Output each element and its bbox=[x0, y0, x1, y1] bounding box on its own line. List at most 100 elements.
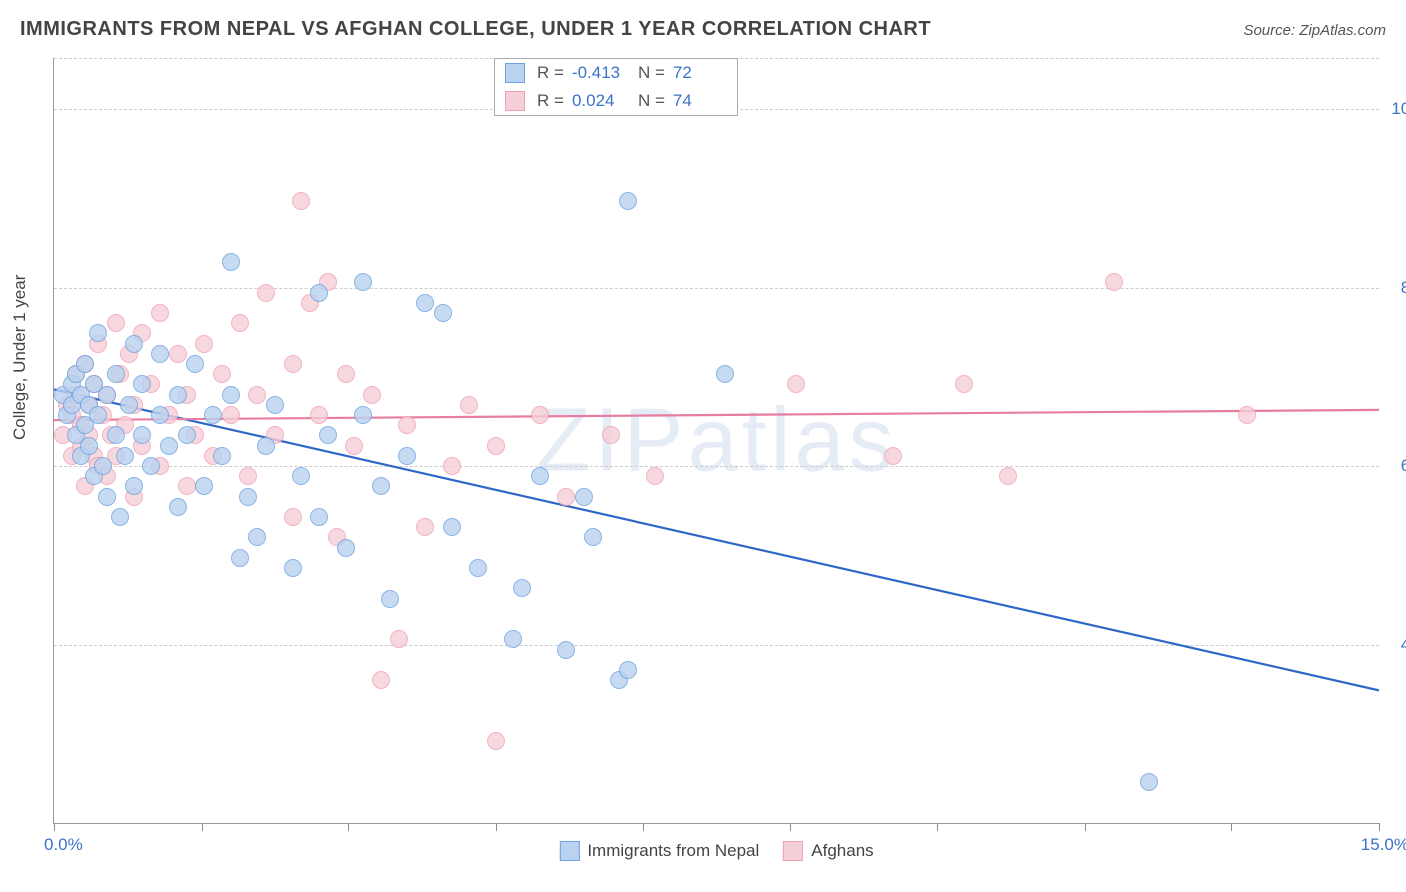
plot-area: ZIPatlas 47.5%65.0%82.5%100.0% 0.0% 15.0… bbox=[53, 58, 1379, 824]
data-point bbox=[619, 661, 637, 679]
data-point bbox=[1140, 773, 1158, 791]
y-tick-label: 82.5% bbox=[1389, 278, 1406, 298]
n-label: N = bbox=[638, 91, 665, 111]
n-value: 74 bbox=[673, 91, 727, 111]
data-point bbox=[151, 345, 169, 363]
data-point bbox=[76, 355, 94, 373]
data-point bbox=[125, 335, 143, 353]
data-point bbox=[354, 406, 372, 424]
trend-line bbox=[54, 410, 1379, 420]
data-point bbox=[107, 365, 125, 383]
data-point bbox=[337, 365, 355, 383]
data-point bbox=[416, 294, 434, 312]
data-point bbox=[310, 406, 328, 424]
legend-swatch bbox=[505, 63, 525, 83]
data-point bbox=[213, 447, 231, 465]
data-point bbox=[195, 335, 213, 353]
x-tick bbox=[790, 823, 791, 831]
data-point bbox=[151, 406, 169, 424]
data-point bbox=[292, 467, 310, 485]
data-point bbox=[504, 630, 522, 648]
data-point bbox=[292, 192, 310, 210]
data-point bbox=[133, 426, 151, 444]
data-point bbox=[266, 396, 284, 414]
data-point bbox=[204, 406, 222, 424]
data-point bbox=[231, 314, 249, 332]
chart-title: IMMIGRANTS FROM NEPAL VS AFGHAN COLLEGE,… bbox=[20, 18, 931, 41]
data-point bbox=[531, 406, 549, 424]
x-tick bbox=[643, 823, 644, 831]
data-point bbox=[133, 375, 151, 393]
data-point bbox=[142, 457, 160, 475]
data-point bbox=[257, 284, 275, 302]
data-point bbox=[1238, 406, 1256, 424]
data-point bbox=[89, 324, 107, 342]
data-point bbox=[557, 641, 575, 659]
x-tick bbox=[1231, 823, 1232, 831]
data-point bbox=[248, 528, 266, 546]
trend-lines bbox=[54, 58, 1379, 823]
data-point bbox=[646, 467, 664, 485]
data-point bbox=[319, 426, 337, 444]
data-point bbox=[284, 559, 302, 577]
data-point bbox=[257, 437, 275, 455]
data-point bbox=[575, 488, 593, 506]
legend-label: Immigrants from Nepal bbox=[587, 841, 759, 861]
data-point bbox=[222, 386, 240, 404]
data-point bbox=[239, 467, 257, 485]
data-point bbox=[487, 437, 505, 455]
x-tick bbox=[54, 823, 55, 831]
data-point bbox=[310, 284, 328, 302]
data-point bbox=[398, 447, 416, 465]
data-point bbox=[398, 416, 416, 434]
data-point bbox=[469, 559, 487, 577]
data-point bbox=[120, 396, 138, 414]
data-point bbox=[89, 406, 107, 424]
legend-row: R =-0.413N =72 bbox=[495, 59, 737, 87]
data-point bbox=[557, 488, 575, 506]
x-tick bbox=[348, 823, 349, 831]
data-point bbox=[434, 304, 452, 322]
data-point bbox=[416, 518, 434, 536]
data-point bbox=[513, 579, 531, 597]
r-value: 0.024 bbox=[572, 91, 626, 111]
data-point bbox=[460, 396, 478, 414]
x-tick bbox=[496, 823, 497, 831]
data-point bbox=[107, 426, 125, 444]
data-point bbox=[487, 732, 505, 750]
data-point bbox=[111, 508, 129, 526]
y-tick-label: 100.0% bbox=[1389, 99, 1406, 119]
series-legend: Immigrants from NepalAfghans bbox=[559, 841, 873, 861]
data-point bbox=[337, 539, 355, 557]
data-point bbox=[354, 273, 372, 291]
data-point bbox=[151, 304, 169, 322]
r-label: R = bbox=[537, 91, 564, 111]
data-point bbox=[98, 386, 116, 404]
data-point bbox=[372, 671, 390, 689]
x-tick bbox=[1379, 823, 1380, 831]
gridline bbox=[54, 466, 1379, 467]
data-point bbox=[999, 467, 1017, 485]
r-label: R = bbox=[537, 63, 564, 83]
legend-row: R = 0.024 N = 74 bbox=[495, 87, 737, 115]
data-point bbox=[178, 477, 196, 495]
data-point bbox=[248, 386, 266, 404]
y-tick-label: 47.5% bbox=[1389, 635, 1406, 655]
data-point bbox=[98, 488, 116, 506]
data-point bbox=[222, 253, 240, 271]
data-point bbox=[116, 447, 134, 465]
data-point bbox=[107, 314, 125, 332]
x-axis-start-label: 0.0% bbox=[44, 835, 83, 855]
data-point bbox=[884, 447, 902, 465]
data-point bbox=[186, 355, 204, 373]
legend-swatch bbox=[783, 841, 803, 861]
data-point bbox=[239, 488, 257, 506]
data-point bbox=[619, 192, 637, 210]
n-label: N = bbox=[638, 63, 665, 83]
correlation-legend: R =-0.413N =72R =0.024N =74 bbox=[494, 58, 738, 116]
data-point bbox=[390, 630, 408, 648]
data-point bbox=[160, 437, 178, 455]
data-point bbox=[955, 375, 973, 393]
n-value: 72 bbox=[673, 63, 727, 83]
data-point bbox=[531, 467, 549, 485]
